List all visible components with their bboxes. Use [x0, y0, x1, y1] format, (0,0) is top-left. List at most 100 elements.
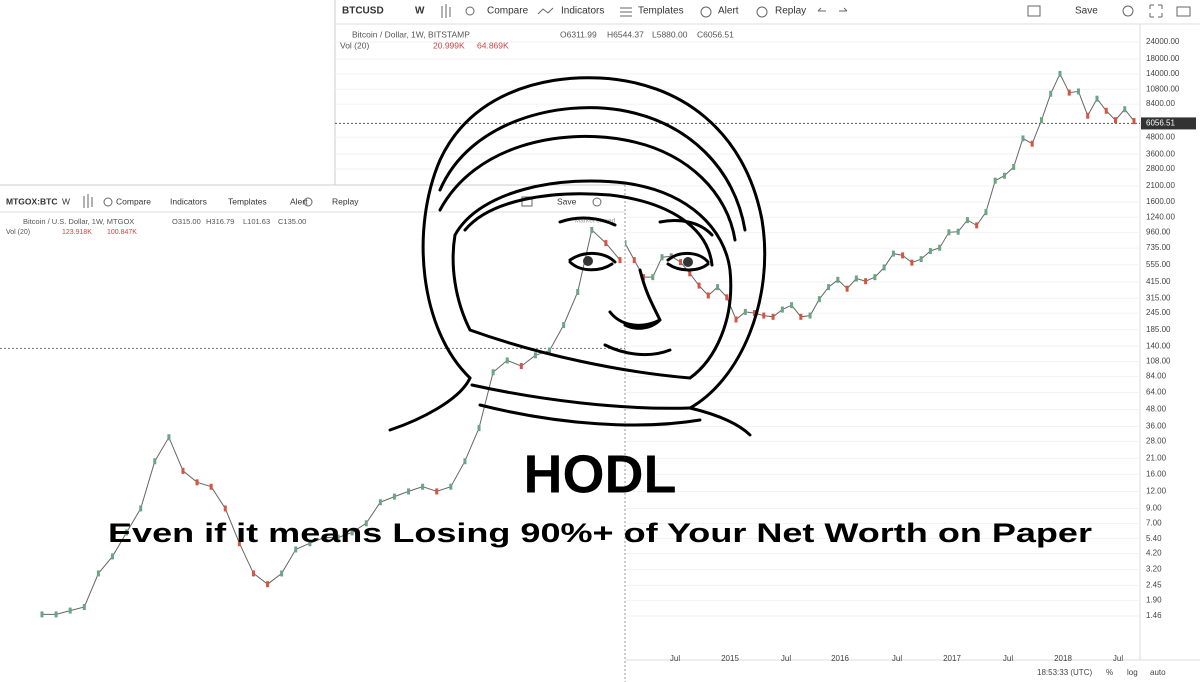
candle: [1049, 90, 1053, 97]
ohlc-value: H316.79: [206, 217, 234, 226]
price-tick-label: 315.00: [1146, 293, 1171, 302]
replay-icon: [756, 6, 768, 18]
candle: [392, 493, 396, 500]
save-button[interactable]: Save: [1075, 6, 1098, 17]
price-tick-label: 4800.00: [1146, 132, 1175, 141]
candle: [266, 581, 270, 588]
volume-value: 100.847K: [107, 229, 137, 236]
candle: [651, 274, 655, 281]
price-tick-label: 24000.00: [1146, 37, 1180, 46]
time-tick-label: 2018: [1054, 654, 1072, 663]
toolbar-button[interactable]: Compare: [487, 6, 529, 17]
price-tick-label: 4.20: [1146, 549, 1162, 558]
candle: [743, 308, 747, 315]
status-option[interactable]: %: [1106, 668, 1113, 677]
candle: [1132, 118, 1136, 125]
undo-redo-icon: [817, 7, 848, 12]
candle: [209, 483, 213, 490]
toolbar-button[interactable]: Alert: [718, 6, 739, 17]
price-tick-label: 36.00: [1146, 422, 1167, 431]
price-tick-label: 28.00: [1146, 436, 1167, 445]
candle: [336, 534, 340, 541]
price-tick-label: 2800.00: [1146, 164, 1175, 173]
ohlc-value: H6544.37: [607, 29, 644, 39]
candle: [984, 209, 988, 216]
toolbar-button[interactable]: Compare: [116, 196, 151, 206]
candle: [965, 217, 969, 224]
candle: [223, 505, 227, 512]
last-price-tag: [1141, 117, 1196, 130]
candle: [125, 529, 129, 536]
price-tick-label: 2100.00: [1146, 181, 1175, 190]
layout-icon: [521, 196, 533, 207]
candle: [706, 292, 710, 299]
price-tick-label: 21.00: [1146, 453, 1167, 462]
time-tick-label: 2017: [943, 654, 961, 663]
candle: [864, 278, 868, 285]
visor-inner: [463, 192, 714, 267]
candle: [308, 540, 312, 547]
face-lines: [558, 216, 714, 356]
pupil: [583, 256, 593, 266]
candle: [1076, 88, 1080, 95]
status-option[interactable]: auto: [1150, 668, 1166, 677]
toolbar-button[interactable]: Templates: [228, 196, 267, 206]
candle: [251, 570, 255, 577]
wojak-drawing: [388, 76, 767, 437]
candle: [993, 177, 997, 184]
time-tick-label: Jul: [781, 654, 791, 663]
volume-label: Vol (20): [6, 229, 30, 236]
price-tick-label: 960.00: [1146, 227, 1171, 236]
visor: [451, 179, 733, 380]
price-tick-label: 16.00: [1146, 470, 1167, 479]
candle: [799, 313, 803, 320]
candle: [421, 483, 425, 490]
price-line: [42, 228, 621, 615]
price-tick-label: 555.00: [1146, 260, 1171, 269]
time-tick-label: 2016: [831, 654, 849, 663]
candle: [505, 357, 509, 364]
candle: [96, 570, 100, 577]
toolbar-button[interactable]: Replay: [775, 6, 806, 17]
price-tick-label: 1600.00: [1146, 197, 1175, 206]
candle: [632, 257, 636, 264]
candle: [734, 316, 738, 323]
toolbar-button[interactable]: Indicators: [170, 196, 207, 206]
candle: [780, 306, 784, 313]
candle: [1086, 112, 1090, 119]
toolbar-button[interactable]: Templates: [638, 6, 684, 17]
candle: [873, 274, 877, 281]
snapshot-icon: [1176, 6, 1191, 17]
volume-value: 20.999K: [433, 40, 465, 50]
candle: [762, 312, 766, 319]
mtgox-background: [0, 185, 625, 682]
toolbar-button[interactable]: Replay: [332, 196, 359, 206]
candle: [753, 310, 757, 317]
candle: [660, 254, 664, 261]
save-button[interactable]: Save: [557, 196, 577, 206]
candle: [604, 240, 608, 247]
candle: [435, 488, 439, 495]
candle: [975, 222, 979, 229]
price-tick-label: 14000.00: [1146, 69, 1180, 78]
ohlc-value: O315.00: [172, 217, 201, 226]
alert-icon: [700, 6, 712, 18]
candle: [378, 499, 382, 506]
toolbar-button[interactable]: Indicators: [561, 6, 604, 17]
candle: [181, 467, 185, 474]
candle: [110, 553, 114, 560]
price-tick-label: 140.00: [1146, 341, 1171, 350]
volume-label: Vol (20): [340, 40, 369, 50]
toolbar-button[interactable]: Alert: [290, 196, 308, 206]
candle: [463, 458, 467, 465]
candle: [910, 259, 914, 266]
symbol: BTCUSD: [342, 6, 384, 17]
candle: [1030, 140, 1034, 147]
pupil: [683, 257, 693, 267]
status-option[interactable]: log: [1127, 668, 1138, 677]
candle: [1113, 117, 1117, 124]
interval: W: [62, 196, 70, 206]
candle-icon: [441, 4, 451, 18]
price-tick-label: 245.00: [1146, 308, 1171, 317]
price-tick-label: 1.90: [1146, 596, 1162, 605]
